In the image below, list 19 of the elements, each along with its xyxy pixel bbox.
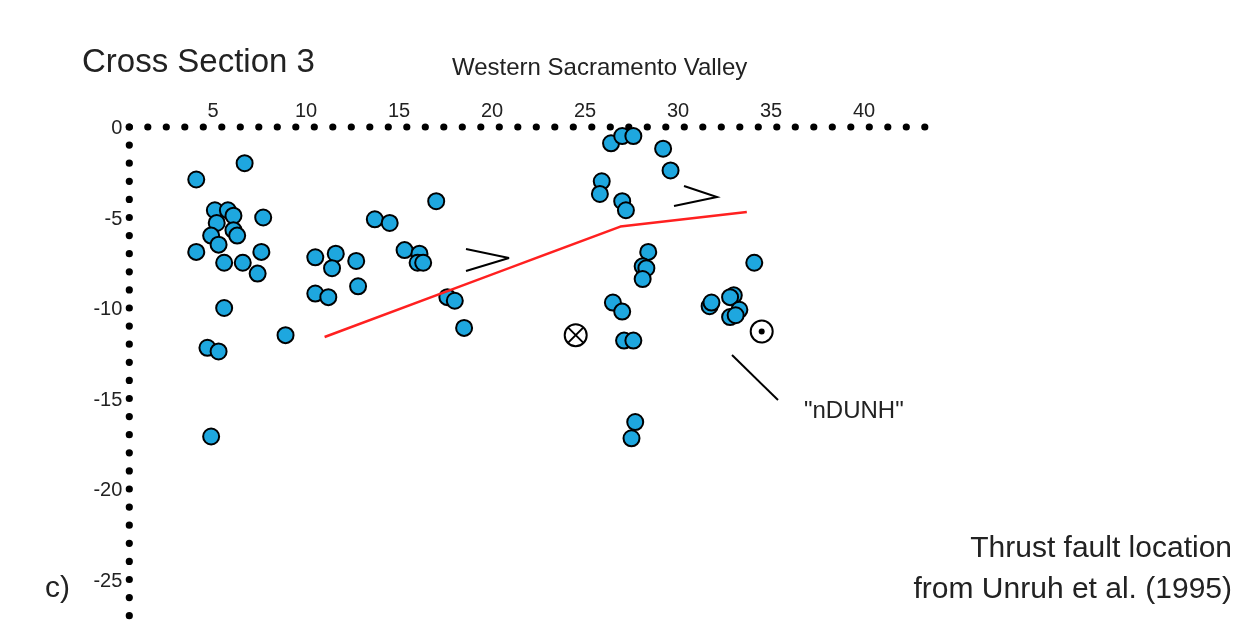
x-tick-label: 35 — [759, 99, 783, 121]
y-tick-label: -10 — [93, 297, 123, 319]
annotation: "nDUNH" — [804, 396, 904, 423]
x-tick-label: 10 — [294, 99, 318, 121]
y-tick-label: -15 — [93, 387, 123, 410]
y-tick-label: 0 — [111, 116, 123, 138]
x-tick-label: 25 — [573, 99, 597, 121]
x-tick-label: 5 — [207, 99, 219, 121]
x-tick-label: 40 — [852, 99, 876, 121]
chart-subtitle: Western Sacramento Valley — [452, 53, 748, 80]
y-tick-label: -5 — [104, 206, 123, 229]
y-tick-label: -20 — [93, 478, 123, 500]
chart-title: Cross Section 3 — [82, 42, 315, 79]
x-tick-label: 30 — [666, 99, 690, 121]
annotation: Thrust fault location from Unruh et al. (1995) — [913, 530, 1232, 604]
y-tick-label: -25 — [93, 568, 123, 591]
x-tick-label: 20 — [480, 99, 504, 121]
x-tick-label: 15 — [387, 99, 411, 121]
text: c) — [45, 570, 70, 603]
